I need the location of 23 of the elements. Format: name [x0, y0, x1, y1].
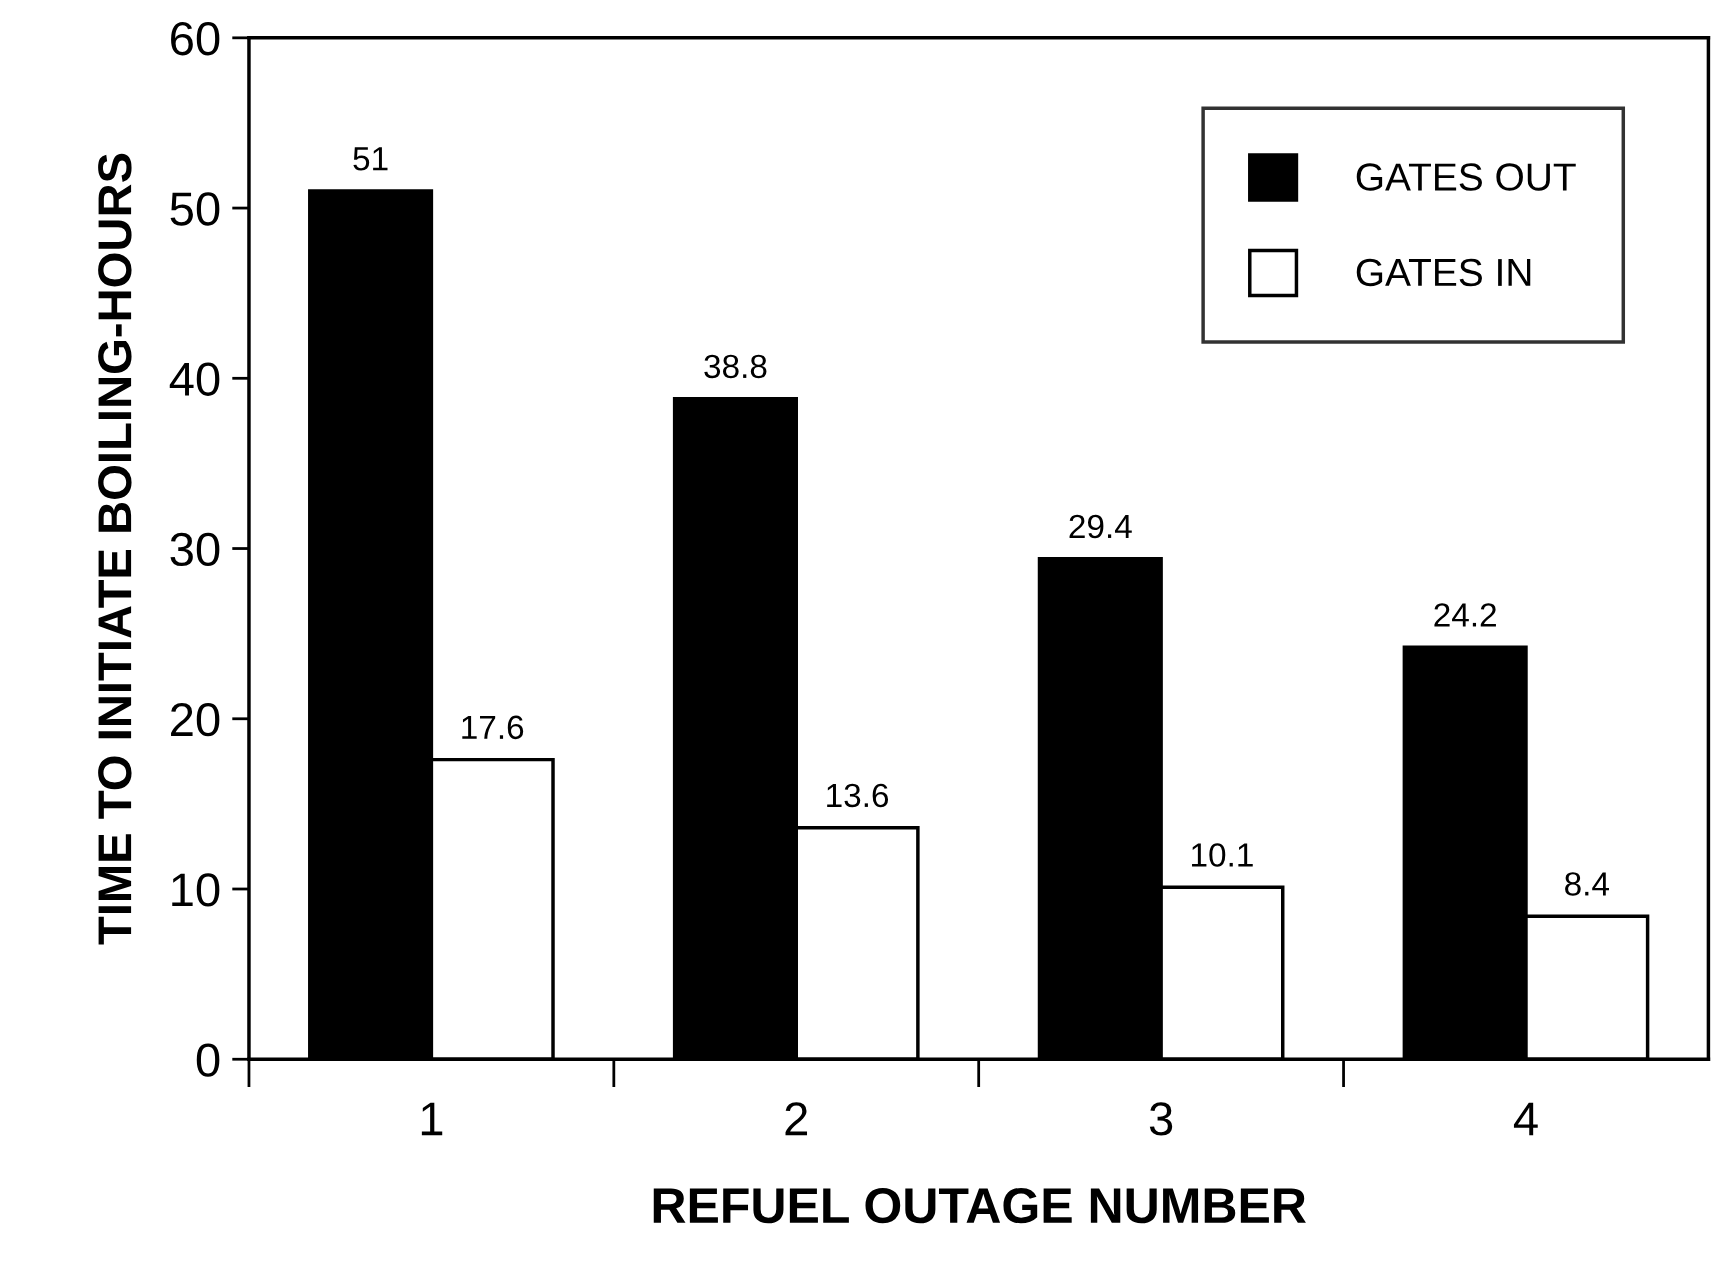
y-tick-label: 0 — [196, 1043, 220, 1077]
legend-label: GATES IN — [1356, 258, 1531, 287]
data-label: 10.1 — [1192, 843, 1253, 867]
y-tick-label: 10 — [172, 873, 220, 907]
x-tick-label: 1 — [421, 1102, 443, 1136]
x-tick-label: 3 — [1149, 1102, 1173, 1136]
data-label: 24.2 — [1434, 603, 1496, 627]
legend-label: GATES OUT — [1356, 163, 1576, 191]
data-label: 38.8 — [704, 354, 767, 379]
data-label: 17.6 — [462, 715, 524, 740]
data-label: 51 — [353, 147, 388, 171]
y-tick-label: 20 — [171, 702, 220, 737]
x-axis-title: REFUEL OUTAGE NUMBER — [653, 1187, 1306, 1224]
y-tick-label: 60 — [171, 21, 220, 56]
x-tick-label: 2 — [785, 1102, 808, 1136]
y-tick-label: 50 — [170, 192, 220, 226]
x-tick-label: 4 — [1513, 1102, 1538, 1136]
data-label: 29.4 — [1069, 514, 1132, 539]
data-label: 13.6 — [827, 783, 889, 808]
data-label: 8.4 — [1565, 872, 1609, 896]
y-tick-label: 30 — [170, 532, 220, 567]
y-tick-label: 40 — [169, 362, 220, 396]
y-axis-title: TIME TO INITIATE BOILING-HOURS — [98, 153, 132, 945]
